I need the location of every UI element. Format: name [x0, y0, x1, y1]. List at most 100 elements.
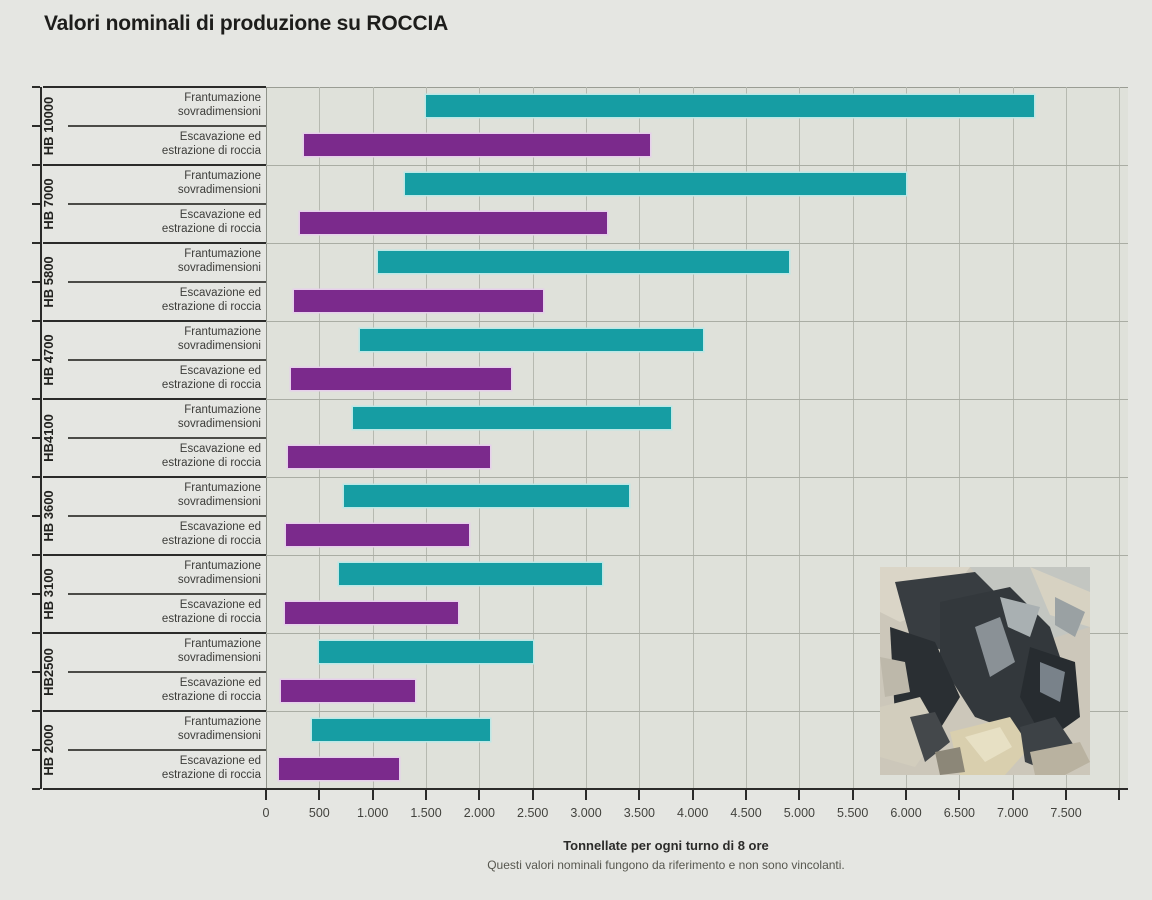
model-boundary-gridline	[266, 633, 1128, 634]
x-axis-tick	[958, 790, 961, 800]
category-label: Frantumazione sovradimensioni	[66, 170, 261, 197]
row-separator	[68, 203, 266, 205]
vertical-gridline	[1066, 87, 1067, 789]
vertical-gridline	[532, 87, 534, 789]
category-label: Escavazione ed estrazione di roccia	[66, 677, 261, 704]
plot-top-border	[266, 87, 1128, 88]
vertical-gridline	[906, 87, 907, 789]
range-bar-frantumazione	[378, 251, 789, 273]
vertical-gridline	[319, 87, 321, 789]
y-axis-tick	[32, 593, 40, 595]
x-axis-tick	[585, 790, 587, 800]
category-label: Escavazione ed estrazione di roccia	[66, 287, 261, 314]
vertical-gridline	[266, 87, 267, 789]
vertical-gridline	[1012, 87, 1014, 789]
model-separator	[43, 398, 266, 400]
model-boundary-gridline	[266, 399, 1128, 400]
category-label-line: estrazione di roccia	[161, 690, 261, 703]
category-label-line: sovradimensioni	[177, 105, 261, 118]
footnote: Questi valori nominali fungono da riferi…	[487, 858, 845, 872]
row-separator	[68, 593, 266, 595]
range-bar-frantumazione	[338, 563, 602, 585]
category-label-line: estrazione di roccia	[161, 378, 261, 391]
model-separator	[43, 320, 266, 322]
category-label-line: Escavazione ed	[179, 521, 261, 533]
category-label: Frantumazione sovradimensioni	[66, 716, 261, 743]
x-axis-tick	[851, 790, 854, 800]
model-label: HB2500	[41, 648, 56, 696]
y-axis-tick	[32, 515, 40, 517]
y-axis-tick	[32, 242, 40, 244]
range-bar-frantumazione	[404, 173, 906, 195]
range-bar-frantumazione	[426, 95, 1034, 117]
range-bar-escavazione	[304, 134, 650, 156]
vertical-gridline	[586, 87, 587, 789]
model-separator	[43, 710, 266, 712]
x-axis-tick-label: 7.500	[1050, 806, 1082, 820]
vertical-gridline	[799, 87, 801, 789]
range-bar-escavazione	[279, 758, 400, 780]
category-label-line: sovradimensioni	[177, 183, 261, 196]
category-label-line: sovradimensioni	[177, 339, 261, 352]
y-axis-tick	[32, 203, 40, 205]
category-label: Escavazione ed estrazione di roccia	[66, 599, 261, 626]
model-boundary-gridline	[266, 477, 1128, 478]
model-boundary-gridline	[266, 321, 1128, 322]
x-axis-tick	[371, 790, 374, 800]
vertical-gridline	[479, 87, 481, 789]
y-axis-tick	[32, 320, 40, 322]
x-axis-tick-label: 7.000	[997, 806, 1029, 820]
category-label-line: estrazione di roccia	[161, 534, 261, 547]
vertical-gridline	[959, 87, 961, 789]
category-label-line: Escavazione ed	[179, 287, 261, 299]
y-axis-tick	[32, 398, 40, 400]
category-label-line: sovradimensioni	[177, 573, 261, 586]
row-separator	[68, 281, 266, 283]
category-label: Frantumazione sovradimensioni	[66, 248, 261, 275]
vertical-gridline	[692, 87, 694, 789]
x-axis-tick-label: 3.500	[623, 806, 655, 820]
category-label-line: sovradimensioni	[177, 495, 261, 508]
category-label-line: Escavazione ed	[179, 443, 261, 455]
range-bar-escavazione	[285, 602, 458, 624]
x-axis-tick-label: 4.000	[677, 806, 709, 820]
vertical-gridline	[1119, 87, 1121, 789]
row-separator	[68, 359, 266, 361]
x-axis-tick-label: 500	[308, 806, 330, 820]
range-bar-frantumazione	[343, 485, 629, 507]
category-label-line: sovradimensioni	[177, 261, 261, 274]
category-label-line: sovradimensioni	[177, 651, 261, 664]
x-axis-tick-label: 3.000	[570, 806, 602, 820]
x-axis-tick	[265, 790, 267, 800]
category-label-line: Escavazione ed	[179, 365, 261, 377]
x-axis-title: Tonnellate per ogni turno di 8 ore	[563, 838, 769, 853]
category-label-line: estrazione di roccia	[161, 144, 261, 157]
y-axis-line	[40, 87, 42, 789]
category-label-line: estrazione di roccia	[161, 222, 261, 235]
range-bar-escavazione	[300, 212, 608, 234]
y-axis-tick	[32, 86, 40, 88]
y-axis-tick	[32, 749, 40, 751]
category-label-line: sovradimensioni	[177, 729, 261, 742]
category-label-line: Frantumazione	[184, 404, 261, 416]
model-separator	[43, 632, 266, 634]
vertical-gridline	[852, 87, 854, 789]
range-bar-escavazione	[280, 680, 416, 702]
range-bar-escavazione	[286, 524, 469, 546]
model-boundary-gridline	[266, 711, 1128, 712]
model-boundary-gridline	[266, 243, 1128, 244]
category-label: Frantumazione sovradimensioni	[66, 560, 261, 587]
category-label: Escavazione ed estrazione di roccia	[66, 443, 261, 470]
row-separator	[68, 671, 266, 673]
category-label-line: Frantumazione	[184, 560, 261, 572]
x-axis-line	[43, 788, 1128, 790]
model-label: HB 3600	[41, 490, 56, 542]
x-axis-tick	[318, 790, 321, 800]
model-label: HB 7000	[41, 178, 56, 230]
category-label-line: Escavazione ed	[179, 209, 261, 221]
vertical-gridline	[746, 87, 747, 789]
row-separator	[68, 125, 266, 127]
category-label-line: Frantumazione	[184, 248, 261, 260]
range-bar-escavazione	[293, 290, 544, 312]
range-bar-frantumazione	[319, 641, 533, 663]
